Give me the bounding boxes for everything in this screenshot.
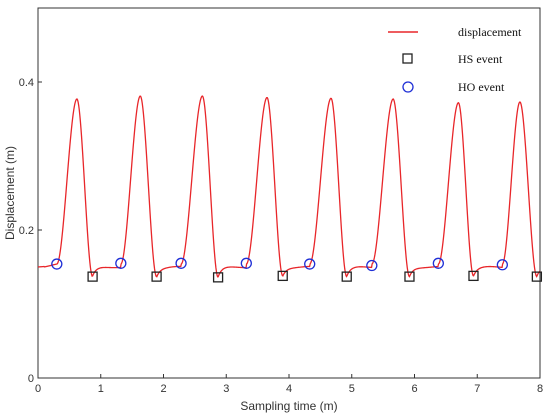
legend-square-swatch: [402, 53, 413, 64]
ho-event-marker: [496, 259, 509, 271]
x-tick-label: 3: [223, 383, 229, 395]
ho-event-marker: [51, 258, 63, 270]
x-axis-title: Sampling time (m): [240, 399, 337, 413]
plot-area: [37, 7, 541, 379]
y-tick-label: 0: [28, 373, 34, 385]
axis-ticks: 0 1 2 3 4 5 6 7 8 0 0.2 0.4: [19, 77, 543, 395]
hs-event-marker: [151, 271, 162, 282]
displacement-series: [37, 95, 541, 278]
x-tick-label: 8: [537, 383, 543, 395]
ho-event-marker: [240, 257, 252, 269]
y-tick-label: 0.2: [19, 225, 34, 237]
ho-event-marker: [175, 257, 187, 269]
x-tick-label: 6: [411, 383, 417, 395]
event-markers: [51, 257, 543, 283]
legend-label-displacement: displacement: [458, 25, 522, 39]
x-tick-label: 0: [35, 383, 41, 395]
ho-event-marker: [115, 257, 127, 269]
x-tick-label: 4: [286, 383, 292, 395]
hs-event-marker: [87, 271, 98, 282]
legend: displacement HS event HO event: [388, 25, 522, 94]
x-tick-label: 1: [98, 383, 104, 395]
y-tick-label: 0.4: [19, 77, 34, 89]
hs-event-marker: [468, 270, 479, 282]
ho-event-marker: [304, 258, 316, 270]
x-tick-label: 2: [160, 383, 166, 395]
legend-circle-swatch: [402, 81, 414, 93]
hs-event-marker: [404, 271, 415, 282]
x-tick-label: 5: [349, 383, 355, 395]
hs-event-marker: [212, 272, 224, 283]
x-tick-label: 7: [474, 383, 480, 395]
legend-label-ho-event: HO event: [458, 80, 505, 94]
hs-event-marker: [531, 271, 543, 282]
y-axis-title: Displacement (m): [3, 146, 17, 240]
ho-event-marker: [366, 259, 378, 272]
hs-event-marker: [277, 270, 288, 282]
displacement-line: [37, 95, 541, 278]
ho-event-marker: [432, 257, 444, 269]
legend-label-hs-event: HS event: [458, 52, 503, 66]
hs-event-marker: [341, 271, 352, 282]
